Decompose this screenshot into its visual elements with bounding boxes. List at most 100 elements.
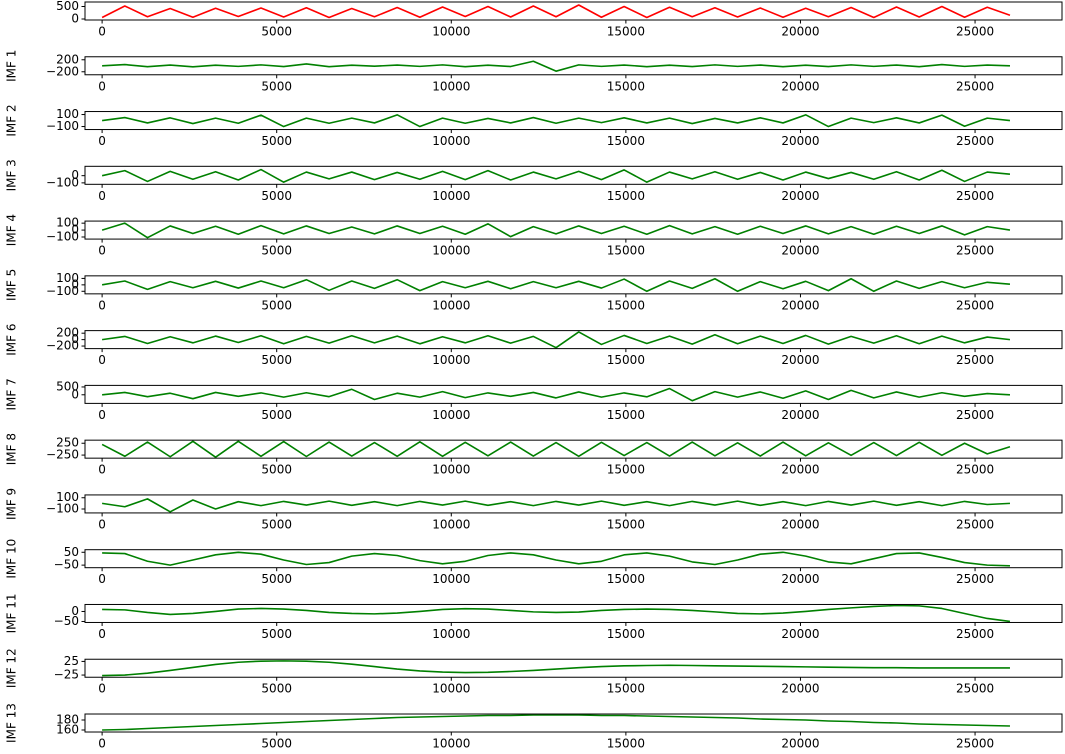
x-tick-label: 5000 [261, 134, 292, 148]
axes-frame [84, 111, 1063, 131]
axes-frame [84, 220, 1063, 240]
axes-frame [84, 658, 1063, 678]
x-tick-label: 20000 [781, 737, 819, 751]
panel: 0 5000 10000 15000 20000 25000 200−200 IMF 1 [5, 50, 1063, 93]
x-tick-label: 15000 [607, 25, 645, 39]
y-axis-label: IMF 8 [5, 433, 19, 465]
x-tick-label: 15000 [607, 134, 645, 148]
x-tick-label: 0 [98, 517, 106, 531]
axes-frame [84, 603, 1063, 623]
x-tick-label: 10000 [432, 25, 470, 39]
x-tick-label: 15000 [607, 353, 645, 367]
x-tick-label: 20000 [781, 79, 819, 93]
x-tick-label: 15000 [607, 298, 645, 312]
signal-line [101, 4, 1011, 19]
axes-frame [84, 275, 1063, 295]
y-axis-label: IMF 2 [5, 104, 19, 136]
y-tick-label: 100 [56, 107, 79, 121]
y-axis-label: IMF 10 [5, 539, 19, 579]
x-tick-label: 0 [98, 463, 106, 477]
x-tick-label: 0 [98, 298, 106, 312]
signal-line [102, 714, 1010, 731]
y-axis-label: IMF 3 [5, 159, 19, 191]
x-tick-label: 5000 [261, 572, 292, 586]
x-tick-label: 10000 [432, 572, 470, 586]
x-tick-label: 10000 [432, 627, 470, 641]
x-tick-label: 10000 [432, 189, 470, 203]
x-tick-label: 10000 [432, 517, 470, 531]
y-tick-label: 100 [56, 490, 79, 504]
signal-line [102, 60, 1010, 72]
x-tick-label: 20000 [781, 25, 819, 39]
x-tick-label: 5000 [261, 298, 292, 312]
y-tick-label: −50 [54, 614, 79, 628]
x-tick-label: 25000 [956, 79, 994, 93]
panel: 0 5000 10000 15000 20000 25000 50−50 IMF 10 [5, 539, 1063, 586]
x-tick-label: 25000 [956, 737, 994, 751]
y-axis-label: IMF 1 [5, 50, 19, 82]
signal-line [102, 387, 1011, 402]
signal-line [102, 660, 1010, 677]
y-tick-label: 200 [56, 52, 79, 66]
y-axis-label: IMF 9 [5, 488, 19, 520]
x-tick-label: 20000 [781, 134, 819, 148]
y-axis-label: IMF 13 [5, 703, 19, 743]
axes-frame [84, 56, 1063, 76]
axes-frame [84, 165, 1063, 185]
x-tick-label: 15000 [607, 463, 645, 477]
y-axis-label: IMF 11 [5, 594, 19, 634]
x-tick-label: 0 [98, 572, 106, 586]
axes-frame [84, 549, 1063, 569]
x-tick-label: 15000 [607, 737, 645, 751]
x-tick-label: 0 [98, 353, 106, 367]
signal-line [101, 222, 1011, 239]
y-tick-label: 0 [71, 168, 79, 182]
x-tick-label: 25000 [956, 627, 994, 641]
y-tick-label: 0 [71, 277, 79, 291]
x-tick-label: 10000 [432, 463, 470, 477]
axes-frame [84, 439, 1063, 459]
x-tick-label: 0 [98, 737, 106, 751]
panel: 0 5000 10000 15000 20000 25000 100−100 IMF 9 [5, 488, 1063, 531]
axes-frame [84, 1, 1063, 21]
y-tick-label: −100 [46, 175, 79, 189]
x-tick-label: 20000 [781, 627, 819, 641]
x-tick-label: 5000 [261, 737, 292, 751]
x-tick-label: 25000 [956, 25, 994, 39]
x-tick-label: 25000 [956, 463, 994, 477]
x-tick-label: 0 [98, 79, 106, 93]
x-tick-label: 0 [98, 134, 106, 148]
x-tick-label: 5000 [261, 244, 292, 258]
x-tick-label: 15000 [607, 244, 645, 258]
x-tick-label: 20000 [781, 353, 819, 367]
y-tick-label: −100 [46, 230, 79, 244]
x-tick-label: 25000 [956, 682, 994, 696]
panel: 0 5000 10000 15000 20000 25000 100−100 IMF 2 [5, 104, 1063, 148]
x-tick-label: 5000 [261, 353, 292, 367]
y-axis-label: IMF 5 [5, 269, 19, 301]
x-tick-label: 20000 [781, 408, 819, 422]
signal-line [102, 551, 1010, 567]
x-tick-label: 5000 [261, 463, 292, 477]
x-tick-label: 20000 [781, 682, 819, 696]
x-tick-label: 10000 [432, 79, 470, 93]
y-tick-label: 250 [56, 436, 79, 450]
y-tick-label: −250 [46, 448, 79, 462]
x-tick-label: 15000 [607, 517, 645, 531]
y-tick-label: 500 [56, 0, 79, 13]
signal-line [101, 277, 1011, 293]
y-tick-label: 180 [56, 713, 79, 727]
y-tick-label: −100 [46, 119, 79, 133]
x-tick-label: 15000 [607, 682, 645, 696]
y-tick-label: 500 [56, 379, 79, 393]
y-tick-label: 200 [56, 326, 79, 340]
x-tick-label: 25000 [956, 353, 994, 367]
x-tick-label: 10000 [432, 298, 470, 312]
y-tick-label: −200 [46, 339, 79, 353]
x-tick-label: 5000 [261, 408, 292, 422]
